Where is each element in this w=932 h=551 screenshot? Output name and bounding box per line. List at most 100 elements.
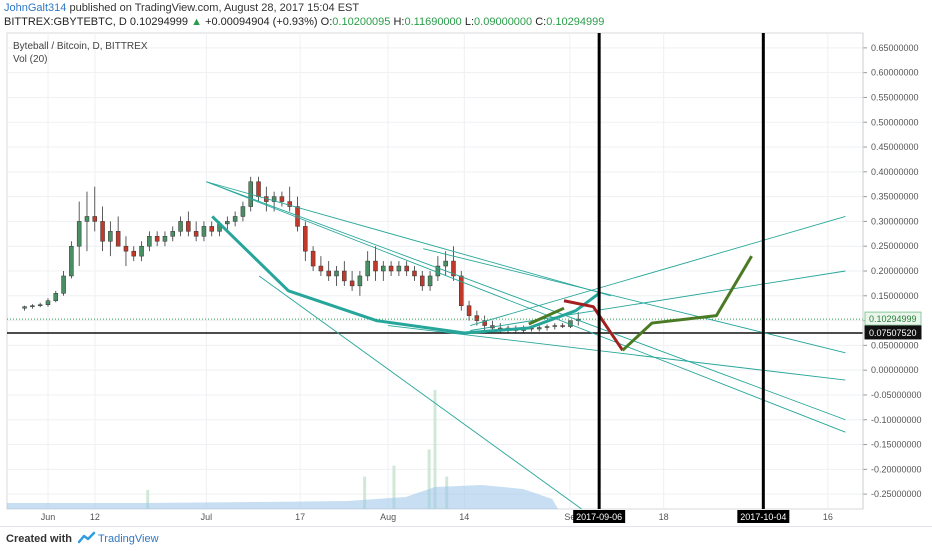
candle-body: [365, 260, 370, 277]
projection-green-path[interactable]: [528, 306, 565, 326]
candle-body: [420, 275, 425, 287]
candle-body: [225, 221, 230, 225]
candle-body: [232, 216, 238, 222]
projection-green-path-2[interactable]: [621, 255, 753, 352]
y-tick-label: 0.00000000: [871, 365, 919, 375]
candle-body: [552, 325, 558, 327]
candle-body: [349, 280, 355, 287]
candle-body: [435, 265, 441, 277]
candle-body: [193, 231, 199, 237]
x-tick-label: 18: [659, 512, 669, 522]
candle-body: [381, 265, 386, 272]
y-tick-label: 0.60000000: [871, 68, 919, 78]
candle-body: [139, 245, 144, 257]
x-tick-label: 12: [90, 512, 100, 522]
price-axis[interactable]: 0.65000000 0.60000000 0.55000000 0.50000000…: [862, 33, 922, 509]
y-tick-label: -0.20000000: [871, 464, 922, 474]
trend-line[interactable]: [423, 248, 846, 354]
high-value: 0.11690000: [404, 16, 462, 28]
candle-body: [209, 226, 214, 232]
candle-body: [459, 275, 464, 306]
candle-body: [451, 260, 456, 277]
candle-body: [310, 250, 316, 267]
candle-body: [37, 304, 43, 306]
last-price-tag: [864, 311, 922, 326]
low-value: 0.09000000: [474, 16, 533, 28]
candle-body: [357, 275, 363, 287]
author-link[interactable]: JohnGalt314: [4, 2, 67, 14]
date-marker-label: 2017-09-06: [576, 512, 622, 522]
candle-body: [412, 270, 417, 277]
y-tick-label: 0.15000000: [871, 291, 919, 301]
candle-body: [92, 216, 98, 222]
candle-body: [396, 265, 402, 272]
x-tick-label: Jul: [201, 512, 213, 522]
candle-body: [279, 196, 285, 202]
y-tick-label: 0.65000000: [871, 43, 919, 53]
trend-line[interactable]: [470, 270, 846, 331]
drawing-layer: [7, 33, 863, 509]
y-tick-label: 0.30000000: [871, 216, 919, 226]
candle-body: [287, 201, 292, 207]
x-tick-label: 14: [459, 512, 469, 522]
trend-line[interactable]: [206, 181, 846, 421]
price-change: +0.00094904 (+0.93%): [205, 16, 318, 28]
candle-body: [443, 260, 448, 267]
trend-line[interactable]: [206, 181, 846, 433]
hline-price-label: 0.07507520: [869, 328, 917, 338]
candle-body: [482, 320, 487, 326]
time-axis[interactable]: Jun 12 Jul 17 Aug 14 Se 18 16 2017-09-06 2017-10-0…: [41, 510, 833, 523]
candle-body: [147, 236, 152, 247]
candle-body: [115, 231, 121, 247]
last-price-label: 0.10294999: [869, 314, 917, 324]
trend-line[interactable]: [470, 216, 846, 326]
y-tick-label: 0.40000000: [871, 167, 919, 177]
trend-line[interactable]: [258, 275, 582, 509]
y-tick-label: -0.10000000: [871, 415, 922, 425]
candle-body: [123, 245, 129, 252]
candle-body: [404, 265, 409, 272]
trend-line[interactable]: [388, 325, 846, 381]
open-label: O:: [320, 16, 333, 28]
price-chart[interactable]: 0.65000000 0.60000000 0.55000000 0.50000000…: [0, 0, 932, 526]
tradingview-brand-link[interactable]: TradingView: [98, 533, 159, 545]
x-tick-label: 17: [295, 512, 305, 522]
projection-red-path[interactable]: [563, 299, 624, 352]
up-arrow-icon: ▲: [191, 16, 202, 28]
created-with-text: Created with: [6, 533, 73, 545]
y-tick-label: 0.55000000: [871, 92, 919, 102]
symbol-label: BITTREX:GBYTEBTC, D: [4, 16, 127, 28]
y-tick-label: -0.25000000: [871, 489, 922, 499]
y-tick-label: 0.35000000: [871, 192, 919, 202]
rounding-bottom-arc[interactable]: [211, 215, 601, 335]
y-tick-label: 0.20000000: [871, 266, 919, 276]
candle-body: [318, 265, 324, 272]
x-tick-label: Jun: [41, 512, 56, 522]
candle-body: [466, 305, 472, 316]
symbol-header: BITTREX:GBYTEBTC, D 0.10294999 ▲ +0.0009…: [4, 16, 604, 28]
last-price: 0.10294999: [129, 16, 189, 28]
candle-body: [69, 245, 74, 277]
close-label: C:: [535, 16, 547, 28]
candle-body: [53, 293, 59, 301]
candle-body: [61, 275, 66, 294]
candle-body: [560, 325, 565, 327]
candle-body: [22, 306, 27, 309]
candle-body: [544, 326, 550, 328]
trend-line[interactable]: [206, 181, 612, 297]
y-tick-label: 0.45000000: [871, 142, 919, 152]
y-tick-label: 0.50000000: [871, 117, 919, 127]
candle-body: [45, 300, 51, 305]
footer-bar: Created with TradingView: [0, 526, 932, 551]
volume-legend: Vol (20): [13, 54, 47, 65]
tradingview-logo-icon[interactable]: [77, 531, 96, 550]
date-marker-tag: [737, 510, 790, 523]
candle-body: [388, 265, 394, 272]
candle-body: [256, 181, 261, 197]
candle-body: [30, 305, 35, 307]
open-value: 0.10200095: [332, 16, 391, 28]
candle-body: [201, 226, 207, 237]
candle-body: [100, 221, 105, 242]
candle-body: [108, 231, 113, 242]
candle-body: [178, 221, 183, 232]
